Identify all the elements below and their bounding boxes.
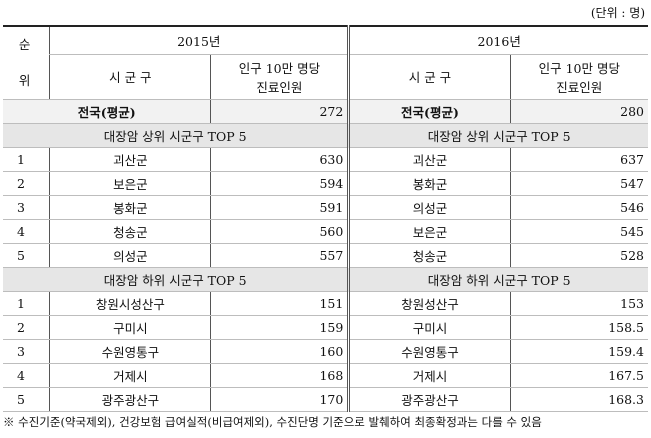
value-cell-2016: 153 — [509, 291, 648, 316]
rank-cell: 5 — [3, 387, 50, 412]
value-cell-2016: 159.4 — [509, 339, 648, 364]
value-cell-2016: 547 — [509, 171, 648, 196]
year-2015-header: 2015년 — [49, 24, 349, 55]
region-cell-2015: 수원영통구 — [49, 339, 211, 364]
header-column-row: 시 군 구 인구 10만 명당 진료인원 시 군 구 인구 10만 명당 진료인… — [3, 54, 648, 101]
header-year-row: 순 위 2015년 2016년 — [3, 24, 648, 100]
rank-cell: 3 — [3, 339, 50, 364]
value-cell-2015: 159 — [210, 315, 349, 340]
rank-cell: 3 — [3, 195, 50, 220]
table-row: 2 구미시 159 구미시 158.5 — [3, 315, 648, 340]
region-cell-2015: 거제시 — [49, 363, 211, 388]
value-header-2015-line2: 진료인원 — [256, 79, 303, 95]
region-cell-2016: 봉화군 — [347, 171, 511, 196]
table-row: 5 의성군 557 청송군 528 — [3, 243, 648, 268]
value-cell-2015: 557 — [210, 243, 349, 268]
table-row: 4 거제시 168 거제시 167.5 — [3, 363, 648, 388]
region-cell-2016: 광주광산구 — [347, 387, 511, 412]
year-2016-header: 2016년 — [347, 24, 648, 55]
region-cell-2016: 보은군 — [347, 219, 511, 244]
region-cell-2015: 광주광산구 — [49, 387, 211, 412]
region-cell-2015: 괴산군 — [49, 147, 211, 172]
table-row: 3 수원영통구 160 수원영통구 159.4 — [3, 339, 648, 364]
table-row: 4 청송군 560 보은군 545 — [3, 219, 648, 244]
rank-cell: 1 — [3, 147, 50, 172]
table-row: 2 보은군 594 봉화군 547 — [3, 171, 648, 196]
value-cell-2016: 546 — [509, 195, 648, 220]
value-header-2015: 인구 10만 명당 진료인원 — [210, 54, 349, 101]
region-cell-2016: 창원성산구 — [347, 291, 511, 316]
value-cell-2016: 167.5 — [509, 363, 648, 388]
value-cell-2016: 545 — [509, 219, 648, 244]
national-average-value-2016: 280 — [509, 99, 648, 124]
table-row: 3 봉화군 591 의성군 546 — [3, 195, 648, 220]
region-cell-2016: 의성군 — [347, 195, 511, 220]
region-cell-2015: 보은군 — [49, 171, 211, 196]
value-cell-2015: 168 — [210, 363, 349, 388]
national-average-label-2016: 전국(평균) — [347, 99, 511, 124]
value-cell-2015: 594 — [210, 171, 349, 196]
table-row: 1 괴산군 630 괴산군 637 — [3, 147, 648, 172]
rank-cell: 2 — [3, 315, 50, 340]
rank-header: 순 위 — [3, 25, 50, 100]
rank-cell: 4 — [3, 219, 50, 244]
region-cell-2015: 의성군 — [49, 243, 211, 268]
value-header-2016: 인구 10만 명당 진료인원 — [509, 54, 648, 101]
region-cell-2016: 구미시 — [347, 315, 511, 340]
region-cell-2016: 괴산군 — [347, 147, 511, 172]
value-cell-2016: 637 — [509, 147, 648, 172]
rank-header-line2: 위 — [18, 73, 31, 88]
national-average-label-2015: 전국(평균) — [3, 99, 211, 124]
region-cell-2015: 청송군 — [49, 219, 211, 244]
bottom5-title-2016: 대장암 하위 시군구 TOP 5 — [347, 267, 648, 292]
bottom5-section-header: 대장암 하위 시군구 TOP 5 대장암 하위 시군구 TOP 5 — [3, 267, 648, 292]
rank-header-line1: 순 — [18, 37, 31, 52]
value-cell-2015: 160 — [210, 339, 349, 364]
value-cell-2016: 168.3 — [509, 387, 648, 412]
top5-title-2016: 대장암 상위 시군구 TOP 5 — [347, 123, 648, 148]
rank-cell: 4 — [3, 363, 50, 388]
rank-cell: 5 — [3, 243, 50, 268]
table-row: 1 창원시성산구 151 창원성산구 153 — [3, 291, 648, 316]
region-cell-2016: 수원영통구 — [347, 339, 511, 364]
value-cell-2016: 158.5 — [509, 315, 648, 340]
footnote: ※ 수진기준(약국제외), 건강보험 급여실적(비급여제외), 수진단명 기준으… — [3, 415, 542, 429]
rank-cell: 2 — [3, 171, 50, 196]
value-header-2016-line2: 진료인원 — [556, 79, 603, 95]
region-header-2015: 시 군 구 — [49, 54, 211, 101]
value-header-2016-line1: 인구 10만 명당 — [538, 60, 620, 76]
region-cell-2016: 청송군 — [347, 243, 511, 268]
value-cell-2015: 560 — [210, 219, 349, 244]
value-cell-2016: 528 — [509, 243, 648, 268]
unit-label: (단위 : 명) — [590, 6, 645, 20]
value-cell-2015: 630 — [210, 147, 349, 172]
top5-title-2015: 대장암 상위 시군구 TOP 5 — [3, 123, 349, 148]
value-cell-2015: 151 — [210, 291, 349, 316]
region-cell-2015: 창원시성산구 — [49, 291, 211, 316]
top5-section-header: 대장암 상위 시군구 TOP 5 대장암 상위 시군구 TOP 5 — [3, 123, 648, 148]
region-cell-2015: 구미시 — [49, 315, 211, 340]
cancer-stats-table: 순 위 2015년 2016년 시 군 구 인구 10만 명당 진료인원 시 군… — [3, 24, 648, 412]
value-header-2015-line1: 인구 10만 명당 — [238, 60, 321, 76]
bottom5-title-2015: 대장암 하위 시군구 TOP 5 — [3, 267, 349, 292]
national-average-value-2015: 272 — [210, 99, 349, 124]
table-row: 5 광주광산구 170 광주광산구 168.3 — [3, 387, 648, 412]
value-cell-2015: 591 — [210, 195, 349, 220]
national-average-row: 전국(평균) 272 전국(평균) 280 — [3, 99, 648, 124]
value-cell-2015: 170 — [210, 387, 349, 412]
rank-cell: 1 — [3, 291, 50, 316]
region-header-2016: 시 군 구 — [347, 54, 511, 101]
region-cell-2015: 봉화군 — [49, 195, 211, 220]
region-cell-2016: 거제시 — [347, 363, 511, 388]
